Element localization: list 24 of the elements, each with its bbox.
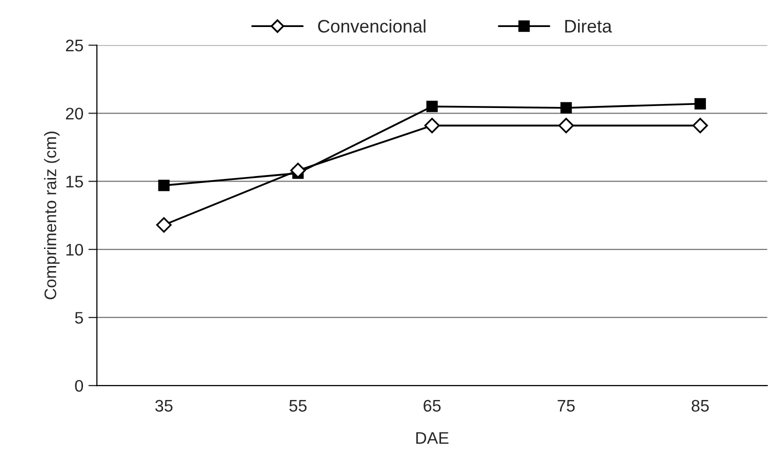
point — [426, 100, 438, 112]
x-tick-label: 85 — [692, 400, 709, 412]
x-tick-label: 55 — [289, 400, 307, 412]
y-tick-label: 25 — [66, 40, 83, 52]
x-tick-label: 65 — [424, 400, 441, 412]
point — [694, 98, 706, 110]
x-axis-title: DAE — [416, 432, 448, 444]
point — [692, 118, 708, 134]
point — [158, 180, 170, 192]
legend-label: Convencional — [318, 19, 426, 33]
y-tick-label: 5 — [75, 312, 83, 324]
point — [560, 102, 572, 114]
y-tick-label: 0 — [75, 380, 84, 392]
point — [424, 118, 440, 134]
point — [156, 217, 172, 233]
legend-label: Direta — [565, 19, 612, 33]
y-tick-label: 15 — [66, 176, 83, 188]
y-tick-label: 10 — [66, 244, 84, 256]
x-tick-label: 35 — [155, 400, 172, 412]
y-tick-label: 20 — [66, 108, 84, 120]
point — [558, 118, 574, 134]
x-tick-label: 75 — [558, 400, 575, 412]
point — [290, 162, 306, 178]
y-axis-title: Comprimento raiz (cm) — [44, 132, 60, 300]
